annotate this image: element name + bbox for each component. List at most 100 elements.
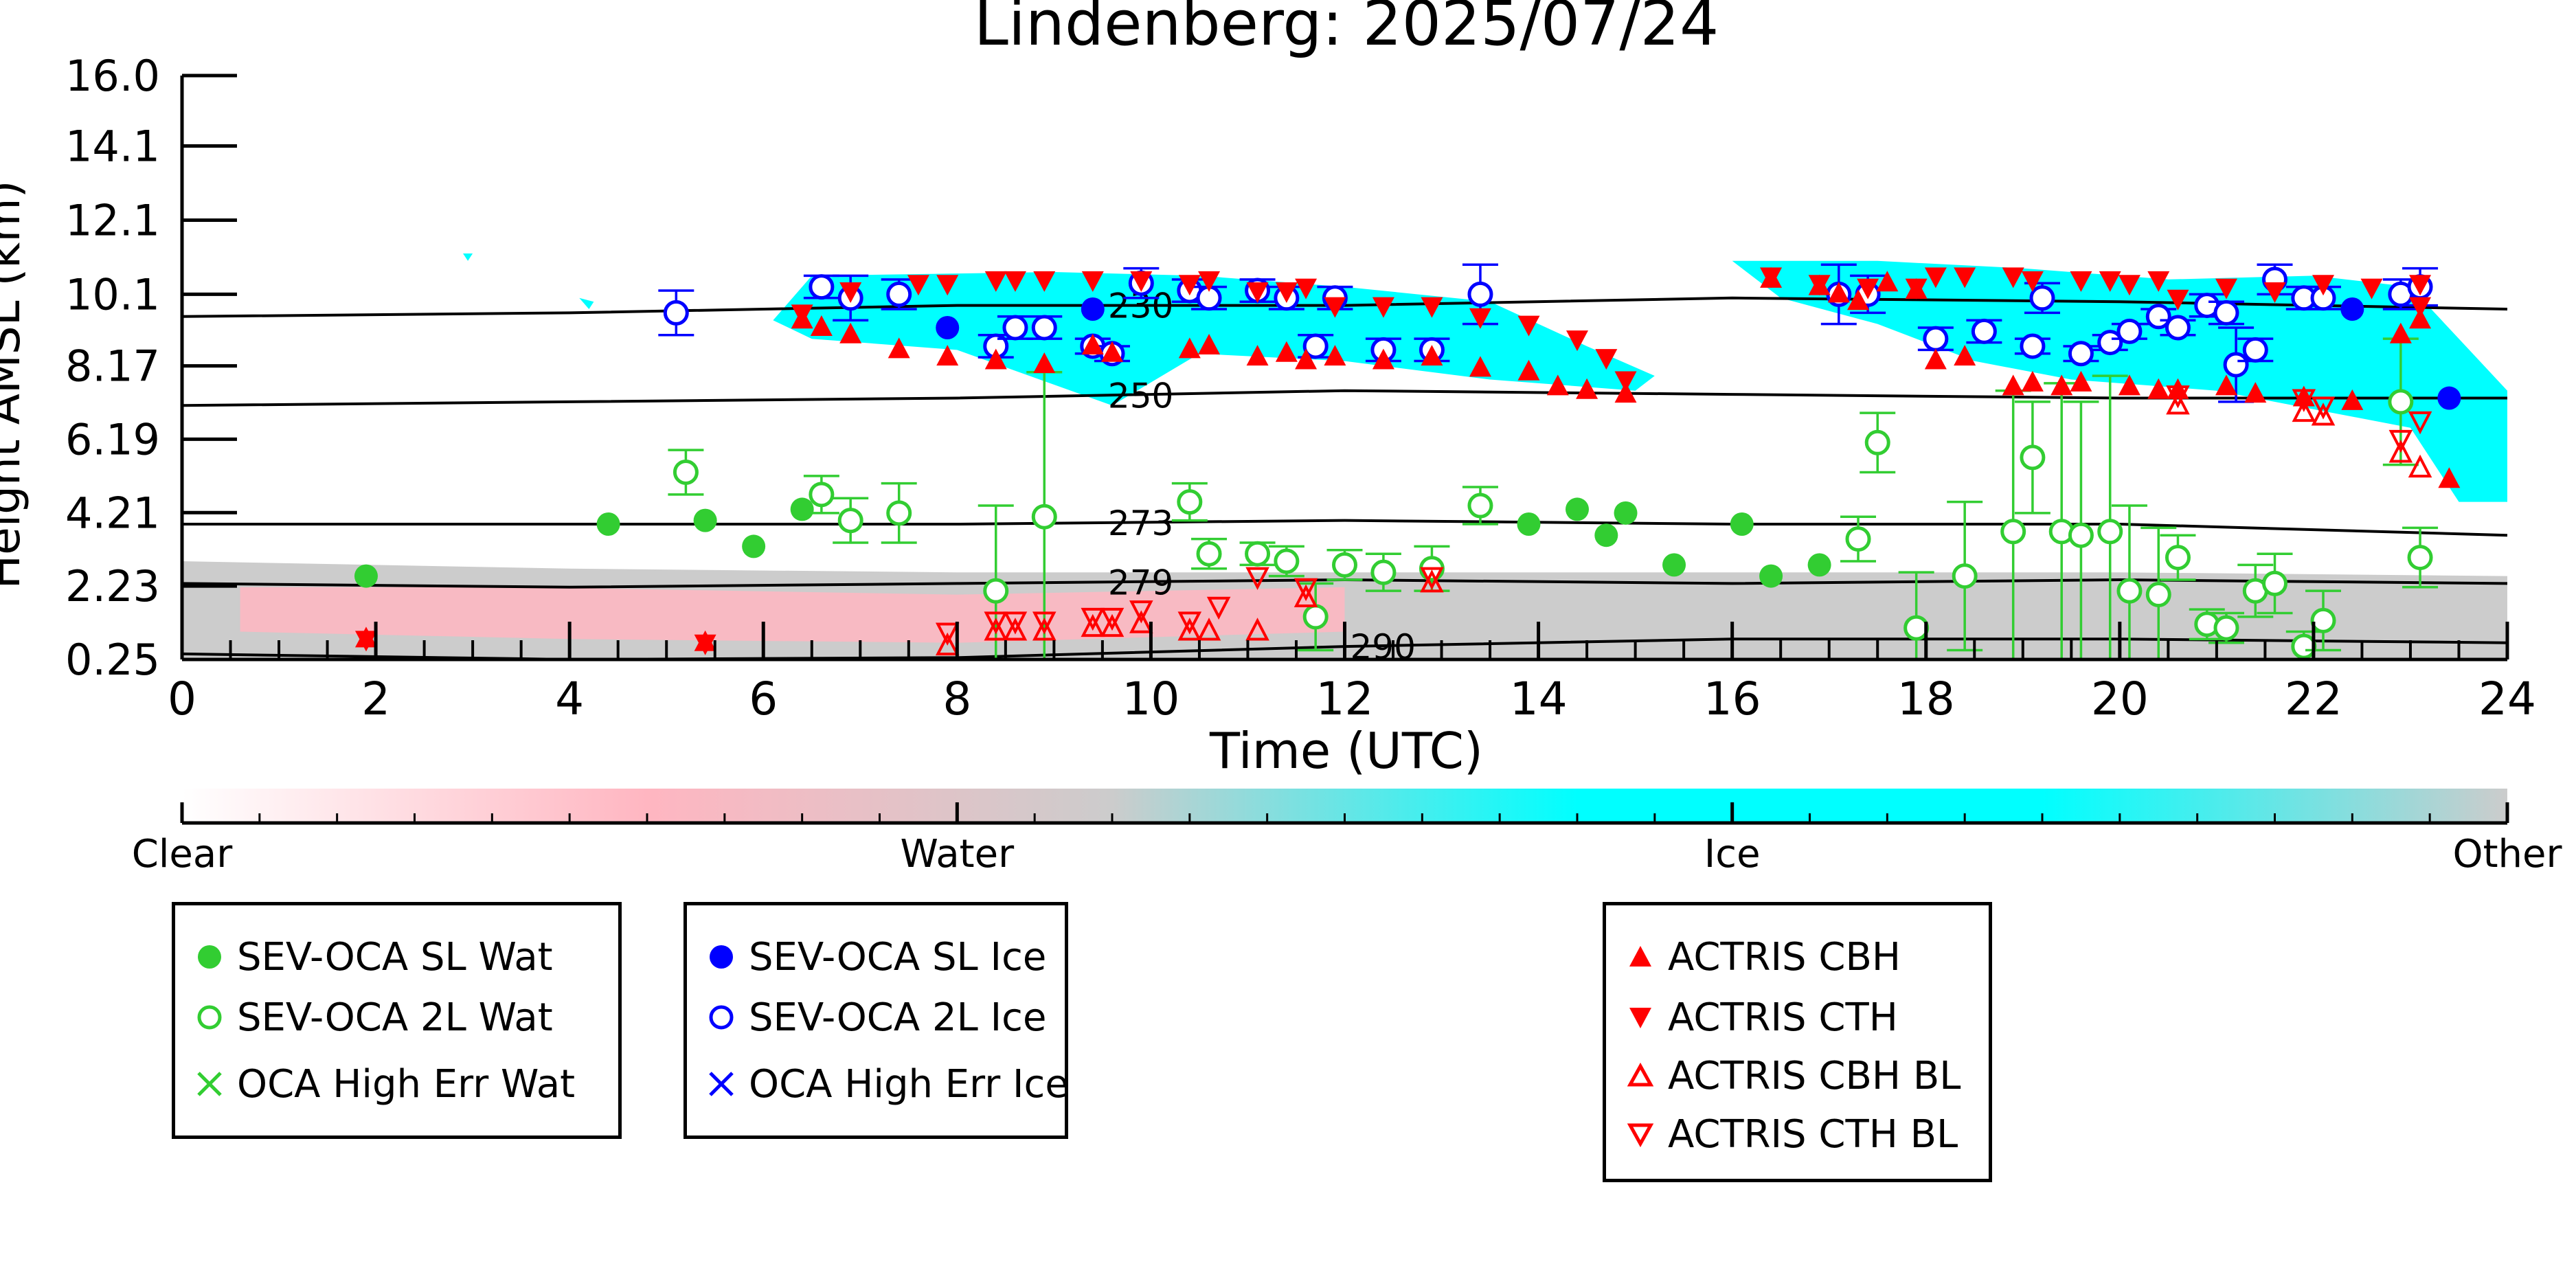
data-point: [2000, 519, 2026, 545]
data-point: [1923, 326, 1949, 352]
cloud-water-region: [240, 587, 1345, 643]
data-point: [2002, 374, 2024, 396]
data-point: [2341, 389, 2364, 410]
data-point: [1081, 297, 1105, 321]
data-point: [1002, 315, 1028, 341]
cloud-ice-region: [579, 297, 594, 309]
x-mark-icon: [197, 1072, 222, 1096]
data-point: [935, 622, 960, 646]
data-point: [1517, 315, 1540, 337]
data-point: [809, 482, 835, 508]
y-tick-label: 14.1: [65, 122, 160, 172]
data-point: [2311, 403, 2336, 426]
legend-label: OCA High Err Wat: [237, 1061, 576, 1107]
data-point: [2437, 386, 2461, 410]
data-point: [1246, 345, 1269, 366]
data-point: [1566, 497, 1589, 521]
x-axis-label: Time (UTC): [1209, 722, 1483, 780]
data-point: [1177, 618, 1202, 641]
data-point: [1857, 278, 1879, 300]
data-point: [1372, 348, 1394, 370]
data-point: [1324, 297, 1346, 318]
data-point: [2438, 467, 2461, 488]
colorbar-label: Ice: [1704, 832, 1761, 877]
data-point: [936, 345, 959, 366]
data-point: [2165, 545, 2191, 571]
data-point: [1420, 567, 1444, 590]
data-point: [1469, 356, 1491, 377]
data-point: [2165, 315, 2191, 341]
data-point: [2020, 444, 2046, 471]
data-point: [1324, 345, 1346, 366]
data-point: [1293, 584, 1318, 607]
legend-item-sev-oca-sl-wat: SEV-OCA SL Wat: [189, 935, 553, 980]
data-point: [1845, 526, 1871, 552]
x-tick-label: 16: [1704, 673, 1761, 725]
data-point: [354, 564, 378, 588]
data-point: [1421, 297, 1443, 318]
colorbar-label: Other: [2452, 832, 2562, 877]
data-point: [1808, 275, 1831, 296]
legend-label: ACTRIS CTH BL: [1668, 1111, 1958, 1157]
data-point: [354, 631, 377, 652]
data-point: [673, 459, 699, 485]
data-point: [2408, 411, 2432, 435]
data-point: [2116, 318, 2143, 344]
data-point: [935, 632, 960, 656]
legend-label: ACTRIS CTH: [1668, 995, 1898, 1040]
legend-item-sev-oca-2l-wat: SEV-OCA 2L Wat: [189, 995, 553, 1040]
data-point: [2407, 545, 2433, 571]
data-point: [886, 281, 912, 307]
data-point: [1295, 348, 1318, 370]
data-point: [1924, 348, 1947, 370]
data-point: [1003, 611, 1028, 635]
data-point: [2167, 289, 2189, 310]
data-point: [1517, 512, 1541, 536]
data-point: [1177, 489, 1203, 515]
data-point: [1196, 541, 1222, 567]
legend-item-actris-cbh: ACTRIS CBH: [1620, 935, 1901, 980]
x-tick-label: 22: [2285, 673, 2342, 725]
data-point: [2244, 382, 2267, 403]
data-point: [1614, 371, 1637, 392]
data-point: [2147, 378, 2170, 399]
data-point: [907, 275, 929, 296]
data-point: [1245, 567, 1269, 590]
data-point: [2029, 285, 2055, 311]
open-triangle-down-icon: [1627, 1123, 1654, 1148]
data-point: [2002, 267, 2024, 289]
colorbar-label: Clear: [132, 832, 233, 877]
legend-actris: ACTRIS CBH ACTRIS CTH ACTRIS CBH BL ACTR…: [1603, 902, 1992, 1182]
data-point: [742, 534, 766, 558]
data-point: [1178, 275, 1201, 296]
legend-label: SEV-OCA 2L Ice: [749, 995, 1047, 1040]
data-point: [1293, 578, 1318, 602]
filled-circle-icon: [710, 945, 733, 969]
data-point: [837, 508, 863, 534]
x-tick-label: 20: [2091, 673, 2149, 725]
x-tick-label: 24: [2478, 673, 2536, 725]
data-point: [1295, 278, 1318, 300]
legend-item-actris-cth: ACTRIS CTH: [1620, 995, 1898, 1040]
data-point: [2291, 633, 2317, 659]
x-tick-label: 0: [168, 673, 196, 725]
legend-item-oca-high-err-ice: OCA High Err Ice: [701, 1062, 1069, 1107]
y-tick-label: 2.23: [65, 561, 160, 611]
data-point: [2213, 300, 2239, 326]
x-mark-icon: [709, 1072, 734, 1096]
data-point: [2116, 578, 2143, 604]
data-point: [2145, 582, 2171, 608]
data-point: [1595, 349, 1618, 370]
data-point: [1245, 541, 1271, 567]
data-point: [1275, 282, 1298, 304]
data-point: [2118, 374, 2140, 396]
data-point: [1245, 618, 1269, 641]
data-marks: [354, 263, 2461, 661]
legend-item-oca-high-err-wat: OCA High Err Wat: [189, 1061, 576, 1107]
data-point: [936, 275, 959, 296]
chart-title: Lindenberg: 2025/07/24: [974, 0, 1719, 60]
data-point: [1517, 359, 1540, 381]
legend-label: ACTRIS CBH BL: [1668, 1053, 1961, 1098]
cloud-ice-region: [463, 253, 473, 261]
